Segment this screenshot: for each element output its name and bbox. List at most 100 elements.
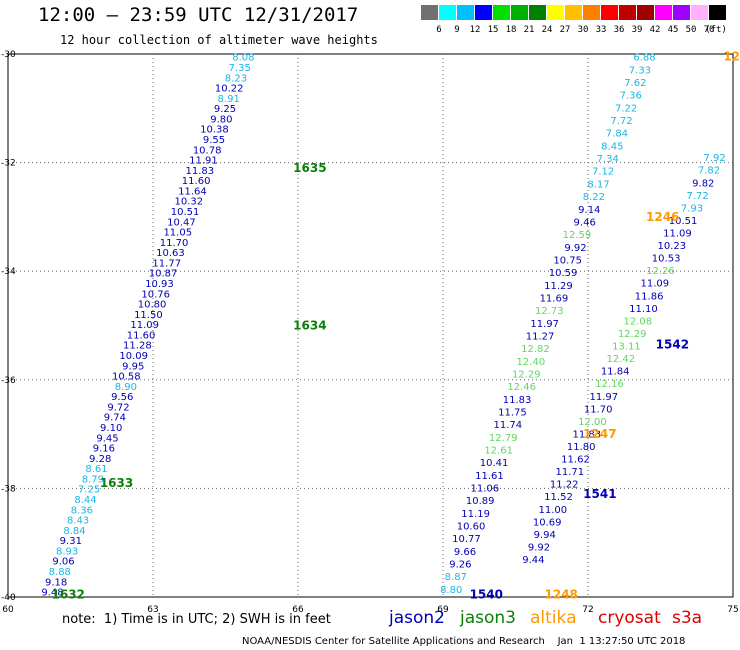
track-a-point: 10.09 xyxy=(119,351,148,362)
legend-swatch xyxy=(637,5,654,20)
track-b-point: 7.62 xyxy=(624,78,646,89)
track-a-point: 9.45 xyxy=(96,433,118,444)
legend-swatch xyxy=(547,5,564,20)
track-b-point: 9.92 xyxy=(564,243,586,254)
track-a-point: 9.80 xyxy=(210,114,232,125)
track-c-point: 11.09 xyxy=(640,279,669,290)
track-c-time-label: 1245 xyxy=(723,50,740,64)
track-a-time-label: 1632 xyxy=(52,587,85,601)
legend-tick-label: 70 xyxy=(703,25,715,35)
track-b-point: 10.59 xyxy=(549,268,578,279)
track-b-point: 9.26 xyxy=(449,560,471,571)
track-b-point: 11.69 xyxy=(540,293,569,304)
track-a-point: 11.91 xyxy=(189,156,218,167)
track-c-point: 11.80 xyxy=(567,442,596,453)
map-subtitle: 12 hour collection of altimeter wave hei… xyxy=(60,33,378,47)
credit-footer: NOAA/NESDIS Center for Satellite Applica… xyxy=(242,636,686,647)
track-b-point: 10.89 xyxy=(466,496,495,507)
track-b-point: 11.27 xyxy=(526,331,555,342)
track-a-point: 11.09 xyxy=(130,320,159,331)
track-b-point: 9.14 xyxy=(578,205,600,216)
legend-swatch xyxy=(691,5,708,20)
legend-swatch xyxy=(493,5,510,20)
track-c-point: 11.22 xyxy=(550,480,579,491)
x-tick-label: 60 xyxy=(2,605,14,615)
legend-tick-label: 30 xyxy=(577,25,589,35)
track-b-point: 9.66 xyxy=(454,547,476,558)
track-b-point: 10.41 xyxy=(480,458,509,469)
track-b-point: 12.82 xyxy=(521,344,550,355)
track-c-point: 10.23 xyxy=(657,241,686,252)
track-c-time-label: 1248 xyxy=(545,587,578,601)
track-a-point: 8.88 xyxy=(49,567,71,578)
track-c-point: 7.72 xyxy=(686,191,708,202)
track-a-point: 8.93 xyxy=(56,546,78,557)
track-a-point: 10.58 xyxy=(112,372,141,383)
track-b-time-label: 1542 xyxy=(656,338,689,352)
track-c-point: 12.29 xyxy=(618,329,647,340)
y-tick-label: -36 xyxy=(1,376,16,386)
track-a-point: 9.31 xyxy=(60,536,82,547)
track-a-point: 11.60 xyxy=(182,176,211,187)
track-a-point: 8.36 xyxy=(71,505,93,516)
track-a-point: 11.60 xyxy=(127,330,156,341)
track-b-point: 10.75 xyxy=(553,255,582,266)
track-a-point: 9.18 xyxy=(45,577,67,588)
track-b-point: 10.77 xyxy=(452,534,481,545)
x-tick-label: 63 xyxy=(147,605,158,615)
track-c-point: 11.00 xyxy=(539,505,568,516)
track-a-point: 9.10 xyxy=(100,423,122,434)
track-b-point: 8.87 xyxy=(445,572,467,583)
track-b-point: 11.83 xyxy=(503,395,532,406)
track-a-point: 10.32 xyxy=(174,197,203,208)
track-a-point: 11.05 xyxy=(163,228,192,239)
legend-tick-label: 50 xyxy=(685,25,697,35)
legend-swatch xyxy=(439,5,456,20)
track-b-point: 8.45 xyxy=(601,141,623,152)
track-a-point: 10.63 xyxy=(156,248,185,259)
track-b-point: 11.29 xyxy=(544,281,573,292)
track-c-point: 9.92 xyxy=(528,542,550,553)
track-b-time-label: 1541 xyxy=(583,487,616,501)
track-b-point: 11.97 xyxy=(530,319,559,330)
track-c-point: 11.83 xyxy=(573,429,602,440)
track-c-point: 11.10 xyxy=(629,304,658,315)
legend-tick-label: 33 xyxy=(595,25,607,35)
track-a-time-label: 1634 xyxy=(293,319,326,333)
track-b-point: 7.34 xyxy=(597,154,619,165)
track-a-point: 10.47 xyxy=(167,217,196,228)
y-tick-label: -32 xyxy=(1,159,16,169)
track-b-point: 6.88 xyxy=(633,53,655,64)
track-b-point: 12.29 xyxy=(512,369,541,380)
track-c-point: 11.71 xyxy=(556,467,585,478)
y-tick-label: -40 xyxy=(1,593,16,603)
legend-swatch xyxy=(601,5,618,20)
track-a-point: 10.93 xyxy=(145,279,174,290)
track-b-point: 7.72 xyxy=(610,116,632,127)
track-b-point: 12.40 xyxy=(517,357,546,368)
track-b-point: 7.36 xyxy=(620,91,642,102)
track-a-point: 8.90 xyxy=(115,382,137,393)
satellite-jason2-label: jason2 xyxy=(389,608,445,628)
track-c-point: 10.51 xyxy=(669,216,698,227)
track-b-point: 10.60 xyxy=(457,522,486,533)
legend-tick-label: 45 xyxy=(667,25,679,35)
legend-swatch xyxy=(475,5,492,20)
track-a-point: 11.50 xyxy=(134,310,163,321)
x-tick-label: 66 xyxy=(292,605,304,615)
track-a-point: 11.28 xyxy=(123,341,152,352)
track-b-point: 7.33 xyxy=(629,65,651,76)
legend-swatch xyxy=(673,5,690,20)
satellite-jason3-label: jason3 xyxy=(460,608,516,628)
track-b-point: 12.73 xyxy=(535,306,564,317)
track-c-point: 10.69 xyxy=(533,517,562,528)
track-b-point: 8.22 xyxy=(583,192,605,203)
legend-tick-label: 27 xyxy=(559,25,571,35)
track-c-point: 11.84 xyxy=(601,367,630,378)
x-tick-label: 75 xyxy=(727,605,738,615)
track-a-point: 8.79 xyxy=(82,474,104,485)
track-b-point: 11.61 xyxy=(475,471,504,482)
track-b-point: 12.79 xyxy=(489,433,518,444)
track-a-point: 11.70 xyxy=(160,238,189,249)
track-a-point: 11.83 xyxy=(185,166,214,177)
